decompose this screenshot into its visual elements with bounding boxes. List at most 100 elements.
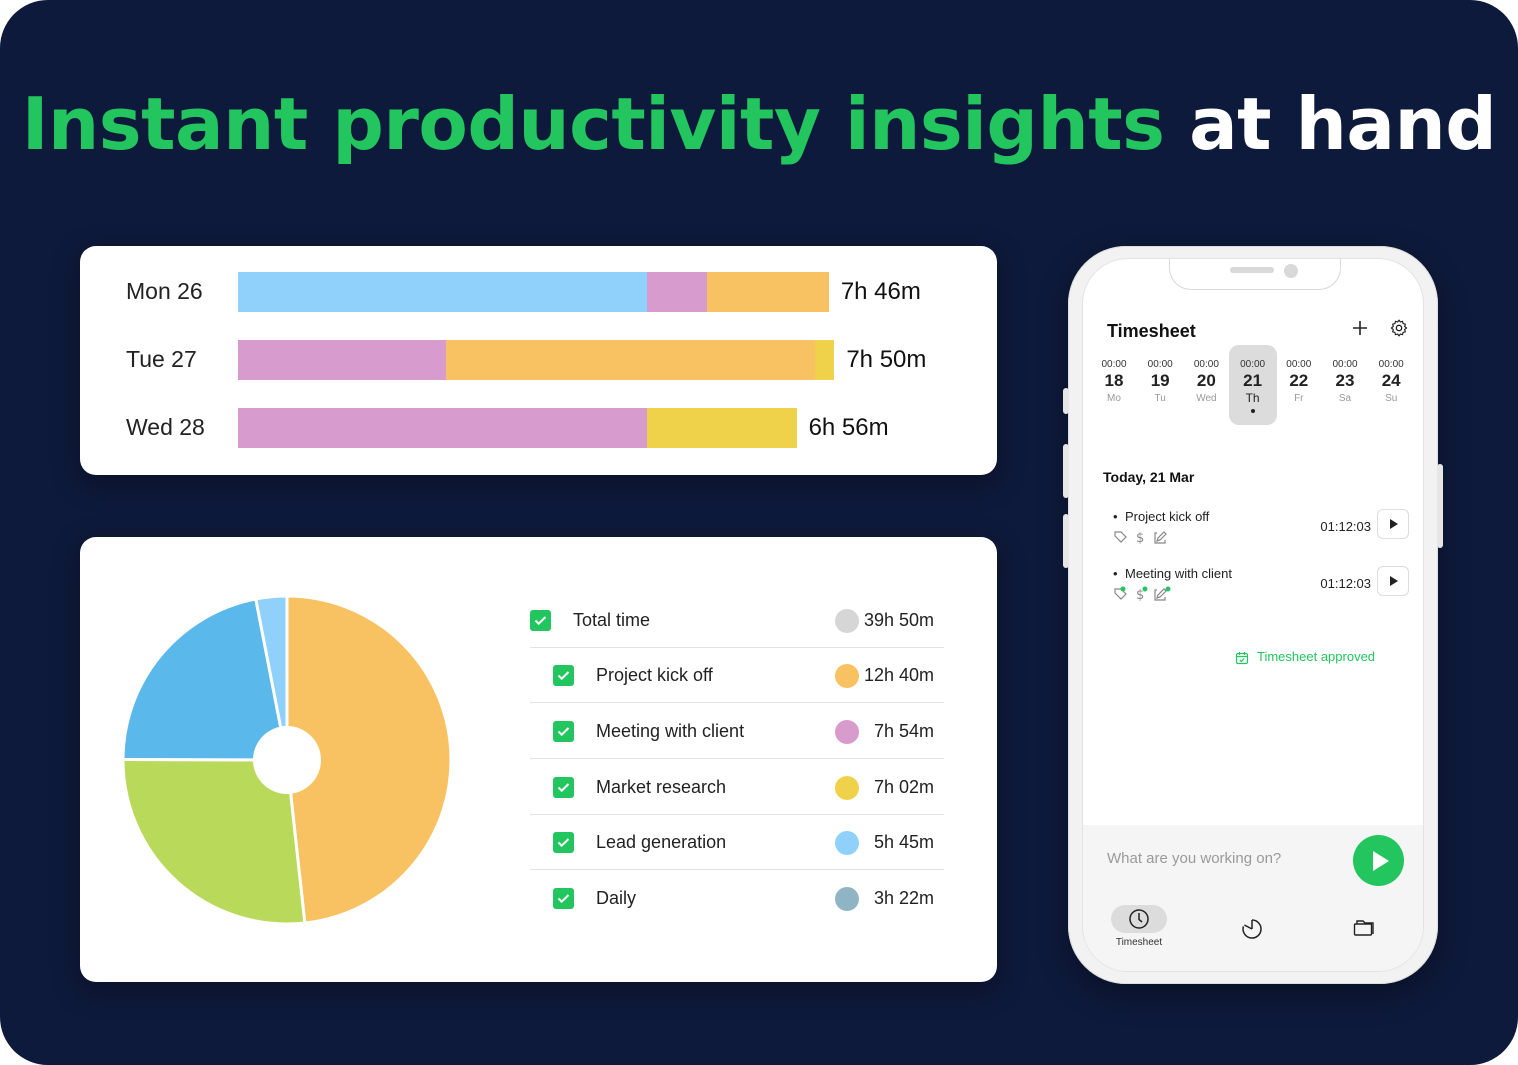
legend-checkbox[interactable]	[553, 777, 574, 798]
start-timer-button[interactable]	[1353, 835, 1404, 886]
daily-bars-card: Mon 26 7h 46m Tue 27 7h 50m Wed 28 6h 56m	[80, 246, 997, 475]
check-icon	[557, 783, 570, 793]
day-number: 19	[1150, 371, 1170, 390]
selected-dot	[1250, 409, 1255, 413]
projects-folder-icon[interactable]	[1353, 918, 1377, 938]
day-21[interactable]: 00:00 21 Th	[1228, 345, 1277, 425]
day-time: 00:00	[1193, 359, 1219, 370]
check-icon	[534, 616, 547, 626]
phone-power-button	[1437, 464, 1443, 548]
entry-play-button[interactable]	[1377, 566, 1409, 596]
pie-slice-project-kick-off	[285, 594, 453, 925]
day-number: 20	[1196, 371, 1216, 390]
legend-checkbox[interactable]	[553, 888, 574, 909]
today-heading: Today, 21 Mar	[1103, 469, 1195, 485]
entry-tags: $	[1113, 529, 1183, 546]
day-time: 00:00	[1378, 359, 1404, 370]
bar-segment-lead-generation	[238, 272, 648, 312]
bar-day-label: Wed 28	[126, 414, 205, 440]
add-icon[interactable]	[1351, 319, 1369, 337]
legend-label: Lead generation	[596, 832, 727, 852]
phone-mute-button	[1063, 388, 1069, 414]
svg-text:$: $	[1136, 531, 1144, 545]
bar-total-label: 7h 46m	[840, 278, 921, 305]
bar-segment-project-kick-off	[706, 272, 829, 312]
day-23[interactable]: 00:00 23 Sa	[1321, 345, 1369, 425]
day-time: 00:00	[1286, 359, 1312, 370]
day-name: Wed	[1196, 393, 1217, 404]
check-icon	[557, 894, 570, 904]
task-input[interactable]: What are you working on?	[1107, 850, 1282, 867]
check-icon	[557, 727, 570, 737]
nav-timesheet-tab[interactable]	[1111, 905, 1167, 933]
bar-stack	[238, 272, 829, 312]
day-name: Sa	[1338, 393, 1352, 404]
headline-white: at hand	[1189, 82, 1497, 166]
legend-value: 12h 40m	[863, 665, 934, 685]
time-entry[interactable]: • Project kick off $ 01:12:03	[1113, 509, 1409, 553]
legend-divider	[530, 702, 944, 703]
day-22[interactable]: 00:00 22 Fr	[1275, 345, 1323, 425]
legend-divider	[530, 647, 944, 648]
camera	[1284, 264, 1298, 278]
day-number: 18	[1104, 371, 1124, 390]
bar-segment-project-kick-off	[446, 340, 815, 380]
day-number: 24	[1381, 371, 1401, 390]
day-time: 00:00	[1332, 359, 1358, 370]
time-entry[interactable]: • Meeting with client $ 01:12:03	[1113, 566, 1409, 610]
headline: Instant productivity insights at hand	[0, 82, 1518, 166]
legend-checkbox[interactable]	[553, 665, 574, 686]
day-18[interactable]: 00:00 18 Mo	[1090, 345, 1138, 425]
day-24[interactable]: 00:00 24 Su	[1367, 345, 1415, 425]
day-name: Mo	[1107, 393, 1121, 404]
phone-screen: Timesheet 00:00 18 Mo 00:00 19 Tu 00:00 20 Wed 00…	[1082, 258, 1424, 972]
legend-color-dot	[835, 720, 859, 744]
legend-color-dot	[835, 609, 859, 633]
check-icon	[557, 838, 570, 848]
bar-row: Mon 26 7h 46m	[80, 272, 997, 312]
legend-checkbox[interactable]	[553, 721, 574, 742]
play-icon	[1390, 519, 1398, 529]
day-name: Su	[1385, 393, 1398, 404]
entry-tags: $	[1113, 586, 1183, 603]
entry-bullet: •	[1113, 566, 1118, 581]
reports-pie-icon[interactable]	[1241, 918, 1263, 940]
legend-value: 7h 54m	[873, 721, 934, 741]
day-19[interactable]: 00:00 19 Tu	[1136, 345, 1184, 425]
pie-chart	[121, 594, 453, 926]
clock-icon	[1129, 909, 1149, 929]
legend-row[interactable]: Market research 7h 02m	[530, 760, 944, 815]
bar-day-label: Mon 26	[126, 278, 203, 304]
day-20[interactable]: 00:00 20 Wed	[1182, 345, 1230, 425]
legend-color-dot	[835, 776, 859, 800]
legend-row[interactable]: Project kick off 12h 40m	[530, 648, 944, 703]
legend-divider	[530, 814, 944, 815]
bar-segment-meeting-with-client	[238, 340, 447, 380]
entry-play-button[interactable]	[1377, 509, 1409, 539]
day-time: 00:00	[1240, 359, 1266, 370]
legend-checkbox[interactable]	[530, 610, 551, 631]
bar-day-label: Tue 27	[126, 346, 197, 372]
legend-row[interactable]: Meeting with client 7h 54m	[530, 704, 944, 759]
legend-checkbox[interactable]	[553, 832, 574, 853]
bar-total-label: 7h 50m	[846, 346, 927, 373]
settings-gear-icon[interactable]	[1389, 318, 1409, 338]
calendar-check-icon	[1235, 652, 1249, 665]
day-time: 00:00	[1101, 359, 1127, 370]
day-number: 21	[1243, 371, 1263, 390]
legend-row[interactable]: Daily 3h 22m	[530, 871, 944, 926]
bottom-panel: What are you working on? Timesheet	[1083, 825, 1423, 971]
day-name: Fr	[1294, 393, 1304, 404]
legend-value: 3h 22m	[873, 888, 934, 908]
legend-value: 5h 45m	[873, 832, 934, 852]
pie-slice-daily	[254, 594, 289, 761]
legend-row[interactable]: Lead generation 5h 45m	[530, 815, 944, 870]
donut-hole	[253, 726, 321, 794]
play-icon	[1390, 576, 1398, 586]
headline-green: Instant productivity insights	[21, 82, 1165, 166]
day-name: Th	[1245, 391, 1260, 405]
bar-stack	[238, 340, 835, 380]
legend-row[interactable]: Total time 39h 50m	[530, 593, 944, 648]
phone-notch	[1169, 259, 1341, 290]
